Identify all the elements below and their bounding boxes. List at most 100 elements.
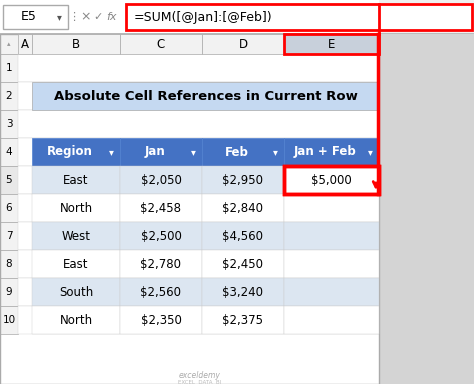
Text: 8: 8 [6,259,12,269]
Bar [202,250,284,278]
Bar [284,222,379,250]
Bar [0,110,18,138]
Text: North: North [59,313,92,326]
Bar [0,0,474,34]
Text: EXCEL  DATA  BI: EXCEL DATA BI [178,381,221,384]
Text: $2,500: $2,500 [141,230,182,243]
Bar [284,194,379,222]
Bar [32,222,120,250]
Text: 9: 9 [6,287,12,297]
Bar [0,34,379,54]
Bar [202,166,284,194]
Text: $2,560: $2,560 [140,285,182,298]
Bar [0,166,18,194]
Bar [284,34,379,54]
Text: North: North [59,202,92,215]
Text: 3: 3 [6,119,12,129]
Text: $2,950: $2,950 [222,174,264,187]
Bar [120,34,202,54]
Bar [32,138,120,166]
Bar [120,194,202,222]
Bar [0,278,18,306]
Bar [120,250,202,278]
Bar [3,5,68,29]
Bar [284,306,379,334]
Bar [202,222,284,250]
Bar [0,194,18,222]
Bar [18,166,379,194]
Text: 7: 7 [6,231,12,241]
Bar [18,250,379,278]
Bar [18,278,379,306]
Text: E5: E5 [21,10,37,23]
Bar [202,34,284,54]
Bar [202,278,284,306]
Text: $2,840: $2,840 [222,202,264,215]
Bar [18,222,379,250]
Bar [284,166,379,194]
Text: $4,560: $4,560 [222,230,264,243]
Text: D: D [238,38,247,51]
Text: $5,000: $5,000 [311,174,352,187]
Text: exceldemy: exceldemy [179,371,220,381]
Text: East: East [63,258,89,270]
Text: $2,375: $2,375 [222,313,264,326]
Bar [32,306,120,334]
Text: ▾: ▾ [109,147,113,157]
Text: ×: × [81,10,91,23]
Bar [284,34,379,54]
Bar [18,34,32,54]
Text: ✓: ✓ [93,12,103,22]
Text: C: C [157,38,165,51]
Bar [284,250,379,278]
Text: 5: 5 [6,175,12,185]
Bar [120,166,202,194]
Bar [202,138,284,166]
Text: ⋮: ⋮ [68,12,80,22]
Bar [32,250,120,278]
Text: 6: 6 [6,203,12,213]
Bar [284,138,379,166]
Text: West: West [62,230,91,243]
Text: 4: 4 [6,147,12,157]
Text: A: A [21,38,29,51]
Bar [32,166,120,194]
Bar [0,82,18,110]
Text: $2,780: $2,780 [140,258,182,270]
Text: Jan + Feb: Jan + Feb [294,146,357,159]
Bar [18,138,379,166]
Text: Region: Region [47,146,93,159]
Bar [32,82,379,110]
Bar [120,138,202,166]
Text: $2,350: $2,350 [141,313,182,326]
Text: ▴: ▴ [7,41,11,47]
Text: ▾: ▾ [56,12,62,22]
Bar [0,0,379,384]
Text: ▾: ▾ [191,147,195,157]
Text: Feb: Feb [225,146,249,159]
Text: E: E [328,38,335,51]
Text: 10: 10 [2,315,16,325]
Text: Jan: Jan [145,146,165,159]
Text: B: B [72,38,80,51]
Text: East: East [63,174,89,187]
Bar [18,82,379,110]
Bar [18,194,379,222]
Bar [18,110,379,138]
Bar [284,166,379,194]
Bar [32,34,120,54]
Text: $2,450: $2,450 [222,258,264,270]
Bar [0,138,18,166]
Bar [0,33,474,34]
Bar [202,194,284,222]
Bar [284,278,379,306]
Text: ▾: ▾ [273,147,277,157]
Text: ▾: ▾ [367,147,373,157]
Text: $2,050: $2,050 [141,174,182,187]
Text: $2,458: $2,458 [140,202,182,215]
Bar [32,278,120,306]
Bar [120,222,202,250]
Text: fx: fx [107,12,117,22]
Bar [126,4,472,30]
Bar [0,306,18,334]
